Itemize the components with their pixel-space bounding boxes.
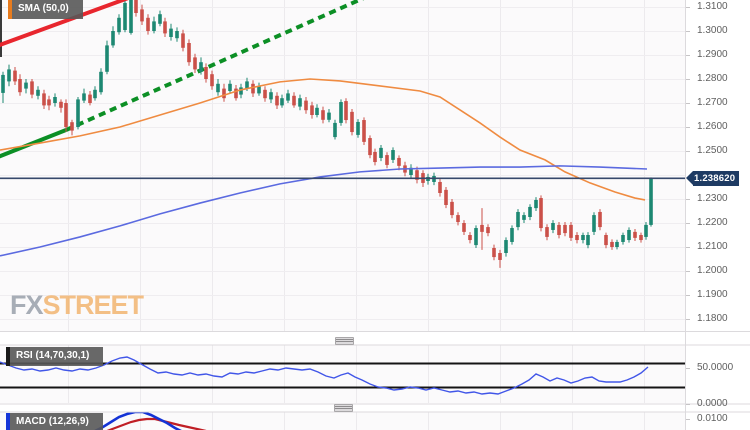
resistance-trendline bbox=[0, 0, 129, 48]
last-price-tag: 1.238620 bbox=[686, 170, 740, 186]
last-price-arrow bbox=[686, 171, 693, 186]
price-axis-label: 1.3000 bbox=[697, 25, 728, 36]
price-axis-label: 1.2900 bbox=[697, 49, 728, 60]
last-price-label: 1.238620 bbox=[693, 170, 740, 186]
fxstreet-watermark: FXSTREET bbox=[10, 290, 145, 321]
pane-resize-handle-macd[interactable] bbox=[334, 404, 353, 412]
watermark-fx: FX bbox=[10, 290, 44, 320]
sma-accent-bar bbox=[8, 0, 12, 19]
rsi-axis-label: 50.0000 bbox=[697, 362, 734, 373]
rsi-line bbox=[0, 356, 649, 395]
sma-slow-line bbox=[0, 165, 648, 257]
support-trendline bbox=[0, 128, 67, 159]
watermark-street: STREET bbox=[42, 290, 145, 320]
price-axis-label: 1.1800 bbox=[697, 313, 728, 324]
macd-indicator-label: MACD (12,26,9) bbox=[10, 413, 103, 430]
price-axis-label: 1.2300 bbox=[697, 193, 728, 204]
price-axis-label: 1.2500 bbox=[697, 145, 728, 156]
rsi-indicator-label: RSI (14,70,30,1) bbox=[10, 347, 104, 366]
sma-indicator-legend[interactable]: SMA (50,0) bbox=[8, 0, 83, 19]
price-axis-label: 1.2000 bbox=[697, 265, 728, 276]
support-trendline-extension bbox=[65, 0, 365, 132]
candles-layer bbox=[1, 0, 653, 268]
price-axis-label: 1.2800 bbox=[697, 73, 728, 84]
macd-axis-label: 0.0100 bbox=[697, 413, 728, 424]
price-axis-label: 1.2200 bbox=[697, 217, 728, 228]
pane-resize-handle-rsi[interactable] bbox=[335, 337, 354, 345]
sma-indicator-label: SMA (50,0) bbox=[12, 0, 83, 19]
price-axis-label: 1.2100 bbox=[697, 241, 728, 252]
macd-signal-line bbox=[106, 417, 207, 430]
price-axis-label: 1.3100 bbox=[697, 1, 728, 12]
rsi-accent-bar bbox=[6, 347, 10, 366]
macd-pane bbox=[94, 412, 207, 430]
macd-line bbox=[94, 412, 182, 430]
macd-indicator-legend[interactable]: MACD (12,26,9) bbox=[6, 413, 103, 430]
price-axis-label: 1.2700 bbox=[697, 97, 728, 108]
macd-accent-bar bbox=[6, 413, 10, 430]
rsi-axis-label: 0.0000 bbox=[697, 398, 728, 409]
price-axis-label: 1.2600 bbox=[697, 121, 728, 132]
rsi-pane bbox=[0, 356, 686, 395]
rsi-indicator-legend[interactable]: RSI (14,70,30,1) bbox=[6, 347, 104, 366]
main-panel-bg bbox=[0, 0, 686, 331]
sma-50-line bbox=[0, 78, 646, 201]
main-pane bbox=[0, 0, 653, 268]
price-axis-label: 1.1900 bbox=[697, 289, 728, 300]
